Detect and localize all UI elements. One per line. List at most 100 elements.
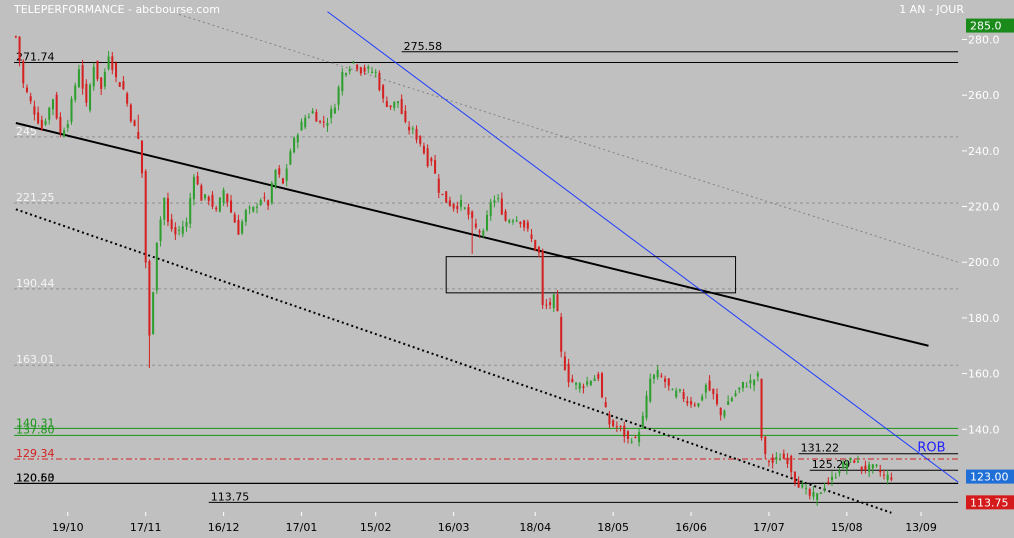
candle-body bbox=[396, 101, 399, 104]
candle-body bbox=[148, 261, 151, 336]
candle-body bbox=[845, 463, 848, 470]
x-tick-label: 13/09 bbox=[905, 521, 937, 534]
candle-body bbox=[782, 453, 785, 459]
level-label: 120.53 bbox=[16, 471, 55, 484]
candle-body bbox=[549, 302, 552, 305]
candle-body bbox=[170, 219, 173, 230]
candle-body bbox=[278, 168, 281, 175]
candle-body bbox=[233, 214, 236, 223]
candle-body bbox=[849, 457, 852, 461]
candle-body bbox=[270, 183, 273, 203]
candle-body bbox=[500, 198, 503, 215]
candle-body bbox=[756, 373, 759, 377]
candle-body bbox=[311, 111, 314, 114]
level-label: 125.29 bbox=[812, 458, 851, 471]
level-label: 221.25 bbox=[16, 191, 55, 204]
y-tick-label: 160.0 bbox=[968, 368, 1000, 381]
level-label: 275.58 bbox=[404, 40, 443, 53]
candle-body bbox=[812, 491, 815, 497]
candle-body bbox=[348, 69, 351, 72]
candle-body bbox=[589, 380, 592, 386]
candle-body bbox=[838, 471, 841, 474]
x-tick-label: 16/03 bbox=[438, 521, 470, 534]
candle-body bbox=[70, 98, 73, 122]
candle-body bbox=[437, 178, 440, 193]
candle-body bbox=[103, 71, 106, 87]
candle-body bbox=[693, 404, 696, 406]
level-label: 137.80 bbox=[16, 423, 55, 436]
candle-body bbox=[504, 211, 507, 221]
candle-body bbox=[29, 96, 32, 102]
x-tick-label: 18/04 bbox=[519, 521, 551, 534]
candle-body bbox=[871, 464, 874, 469]
candle-body bbox=[218, 197, 221, 212]
x-tick-label: 16/06 bbox=[675, 521, 707, 534]
candle-body bbox=[211, 194, 214, 207]
candle-body bbox=[675, 390, 678, 398]
candle-body bbox=[882, 474, 885, 476]
candle-body bbox=[289, 151, 292, 165]
candle-body bbox=[114, 62, 118, 78]
candle-body bbox=[734, 393, 737, 396]
candle-body bbox=[597, 374, 600, 379]
candle-body bbox=[604, 402, 607, 408]
candle-body bbox=[107, 56, 110, 70]
candle-body bbox=[623, 425, 626, 437]
candle-body bbox=[730, 397, 733, 402]
candle-body bbox=[374, 71, 377, 73]
candle-body bbox=[445, 191, 448, 203]
candle-body bbox=[44, 121, 47, 125]
candle-body bbox=[66, 124, 69, 128]
candle-body bbox=[14, 36, 17, 38]
candle-body bbox=[230, 200, 233, 213]
candle-body bbox=[456, 206, 459, 210]
candle-body bbox=[163, 197, 166, 220]
candle-body bbox=[304, 117, 307, 128]
candle-body bbox=[174, 227, 177, 235]
candle-body bbox=[578, 383, 581, 389]
candle-body bbox=[345, 73, 348, 76]
candle-body bbox=[178, 229, 181, 231]
candle-body bbox=[634, 437, 637, 439]
candle-body bbox=[144, 171, 147, 263]
candle-body bbox=[370, 71, 374, 73]
candle-body bbox=[638, 432, 641, 443]
candle-body bbox=[460, 199, 463, 207]
candle-body bbox=[534, 240, 537, 251]
candle-body bbox=[727, 401, 730, 405]
y-tick-label: 280.0 bbox=[968, 33, 1000, 46]
candle-body bbox=[330, 108, 333, 119]
candle-body bbox=[612, 420, 615, 427]
candle-body bbox=[671, 389, 674, 391]
candle-body bbox=[122, 81, 125, 90]
candle-body bbox=[664, 378, 667, 383]
candle-body bbox=[196, 176, 199, 185]
candle-body bbox=[690, 401, 693, 405]
candle-body bbox=[100, 77, 103, 89]
candle-body bbox=[81, 65, 84, 89]
candle-body bbox=[155, 242, 158, 291]
candle-body bbox=[152, 292, 155, 335]
candle-body bbox=[823, 487, 826, 489]
candle-body bbox=[493, 200, 496, 203]
candle-body bbox=[827, 481, 830, 484]
candle-body bbox=[797, 480, 800, 488]
x-tick-label: 17/07 bbox=[753, 521, 785, 534]
candle-body bbox=[441, 193, 444, 195]
x-tick-label: 17/11 bbox=[130, 521, 162, 534]
candle-body bbox=[615, 426, 618, 428]
candle-body bbox=[771, 457, 774, 463]
candle-body bbox=[701, 396, 704, 401]
y-tick-label: 240.0 bbox=[968, 145, 1000, 158]
candle-body bbox=[860, 466, 863, 470]
candle-body bbox=[315, 111, 318, 122]
price-badge-label: 113.75 bbox=[970, 496, 1009, 509]
candle-body bbox=[118, 82, 121, 87]
candle-body bbox=[259, 200, 262, 205]
candle-body bbox=[775, 456, 778, 460]
candle-body bbox=[244, 210, 247, 222]
price-badge bbox=[966, 495, 1014, 510]
candle-body bbox=[530, 234, 533, 239]
candle-body bbox=[830, 476, 834, 481]
